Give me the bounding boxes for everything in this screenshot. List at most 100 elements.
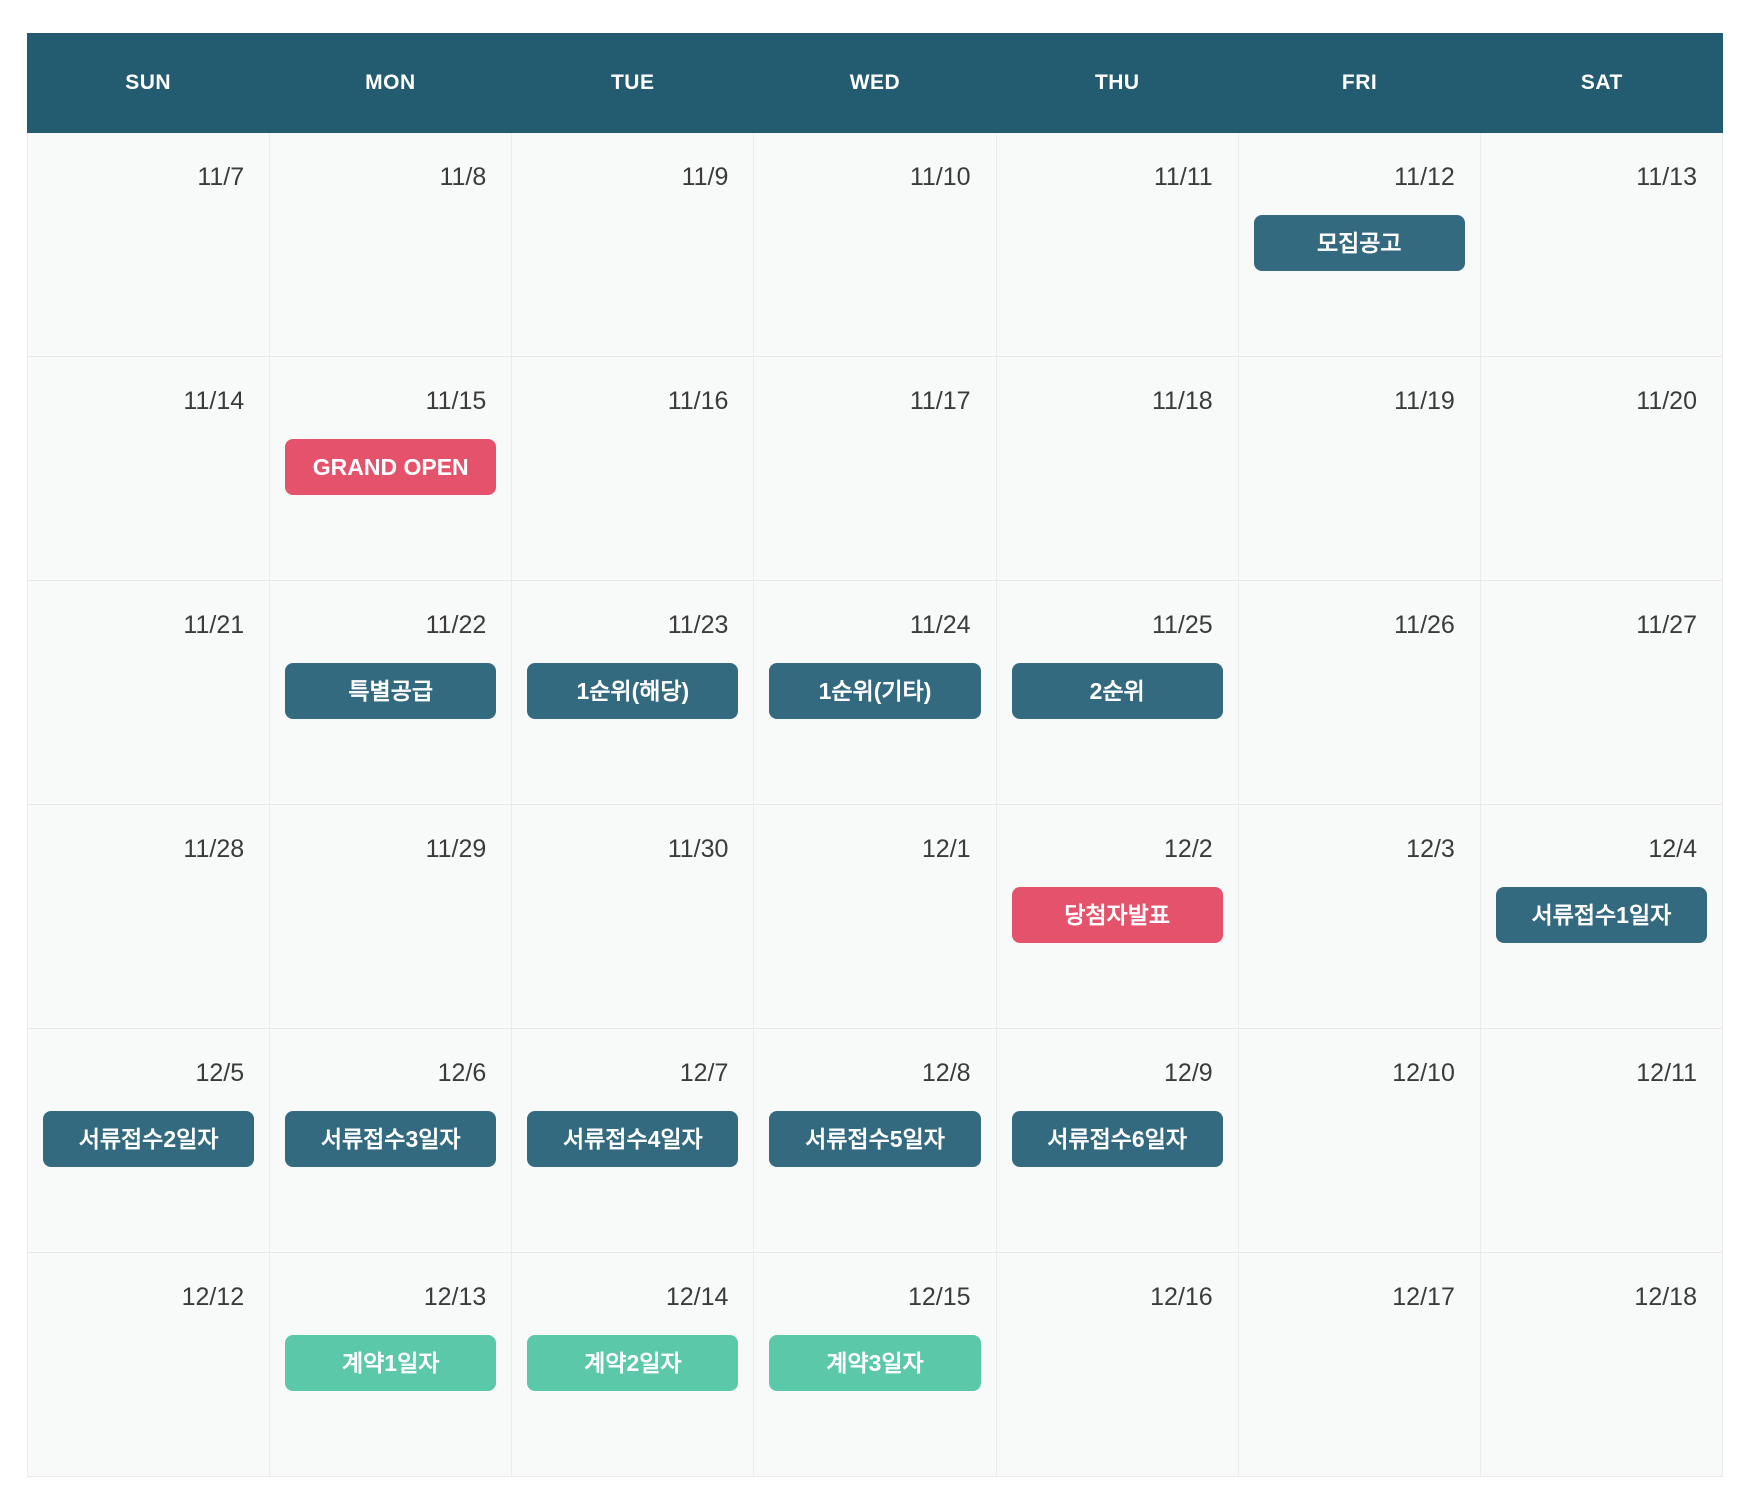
event-badge[interactable]: GRAND OPEN <box>285 439 497 495</box>
cell-date: 12/5 <box>195 1059 245 1087</box>
cell-date: 11/13 <box>1636 163 1697 191</box>
calendar-cell: 11/11 <box>996 133 1239 357</box>
calendar-cell: 12/4 서류접수1일자 <box>1480 805 1723 1029</box>
day-header-sat: SAT <box>1580 71 1623 94</box>
calendar-cell: 12/6 서류접수3일자 <box>270 1029 513 1253</box>
cell-date: 11/18 <box>1151 387 1213 415</box>
calendar-cell: 12/2 당첨자발표 <box>996 805 1239 1029</box>
calendar-cell: 12/13 계약1일자 <box>270 1253 513 1477</box>
event-badge[interactable]: 서류접수1일자 <box>1495 887 1707 943</box>
event-badge[interactable]: 계약2일자 <box>527 1335 739 1391</box>
cell-date: 11/27 <box>1636 611 1697 639</box>
cell-date: 11/8 <box>439 163 487 191</box>
cell-date: 12/3 <box>1406 835 1455 863</box>
calendar-cell: 11/13 <box>1480 133 1723 357</box>
cell-date: 11/12 <box>1394 163 1455 191</box>
calendar-cell: 12/17 <box>1238 1253 1481 1477</box>
event-badge[interactable]: 특별공급 <box>285 663 497 719</box>
cell-date: 11/7 <box>197 163 245 191</box>
cell-date: 11/25 <box>1151 611 1213 639</box>
event-badge[interactable]: 1순위(해당) <box>527 663 739 719</box>
event-badge[interactable]: 계약3일자 <box>769 1335 981 1391</box>
day-header-wed: WED <box>849 71 901 94</box>
cell-date: 12/14 <box>665 1283 729 1311</box>
calendar-cell: 12/1 <box>754 805 997 1029</box>
cell-date: 12/6 <box>437 1059 487 1087</box>
calendar-cell: 12/15 계약3일자 <box>754 1253 997 1477</box>
calendar-cell: 12/14 계약2일자 <box>512 1253 755 1477</box>
cell-date: 11/9 <box>681 163 729 191</box>
calendar-cell: 11/26 <box>1238 581 1481 805</box>
calendar-cell: 11/27 <box>1480 581 1723 805</box>
cell-date: 12/12 <box>181 1283 245 1311</box>
calendar-cell: 11/20 <box>1480 357 1723 581</box>
calendar-cell: 11/18 <box>996 357 1239 581</box>
event-badge[interactable]: 모집공고 <box>1253 215 1465 271</box>
calendar-cell: 11/10 <box>754 133 997 357</box>
calendar-cell: 12/8 서류접수5일자 <box>754 1029 997 1253</box>
calendar-cell: 11/25 2순위 <box>996 581 1239 805</box>
cell-date: 11/30 <box>667 835 729 863</box>
cell-date: 12/18 <box>1634 1283 1697 1311</box>
cell-date: 11/23 <box>667 611 729 639</box>
event-badge[interactable]: 서류접수6일자 <box>1011 1111 1223 1167</box>
cell-date: 11/15 <box>425 387 487 415</box>
event-badge[interactable]: 서류접수3일자 <box>285 1111 497 1167</box>
calendar-cell: 12/9 서류접수6일자 <box>996 1029 1239 1253</box>
cell-date: 11/16 <box>667 387 729 415</box>
calendar-cell: 12/7 서류접수4일자 <box>512 1029 755 1253</box>
cell-date: 12/9 <box>1164 1059 1213 1087</box>
day-header-mon: MON <box>365 71 416 94</box>
day-header-thu: THU <box>1094 71 1140 94</box>
cell-date: 11/20 <box>1636 387 1697 415</box>
event-badge[interactable]: 서류접수4일자 <box>527 1111 739 1167</box>
calendar-cell: 11/24 1순위(기타) <box>754 581 997 805</box>
cell-date: 12/7 <box>679 1059 729 1087</box>
cell-date: 11/22 <box>425 611 487 639</box>
calendar-cell: 11/23 1순위(해당) <box>512 581 755 805</box>
calendar-cell: 11/19 <box>1238 357 1481 581</box>
calendar-cell: 12/11 <box>1480 1029 1723 1253</box>
calendar-cell: 11/15 GRAND OPEN <box>270 357 513 581</box>
calendar-cell: 11/8 <box>270 133 513 357</box>
calendar-cell: 12/18 <box>1480 1253 1723 1477</box>
cell-date: 11/17 <box>909 387 971 415</box>
calendar-cell: 12/3 <box>1238 805 1481 1029</box>
cell-date: 11/29 <box>425 835 487 863</box>
calendar-cell: 11/9 <box>512 133 755 357</box>
schedule-calendar: SUN MON TUE WED THU FRI SAT 11/7 11/8 11/9… <box>27 33 1723 1477</box>
calendar-cell: 11/12 모집공고 <box>1238 133 1481 357</box>
event-badge[interactable]: 2순위 <box>1011 663 1223 719</box>
cell-date: 11/21 <box>183 611 245 639</box>
cell-date: 12/2 <box>1164 835 1213 863</box>
event-badge[interactable]: 서류접수2일자 <box>43 1111 255 1167</box>
event-badge[interactable]: 1순위(기타) <box>769 663 981 719</box>
calendar-cell: 12/12 <box>28 1253 271 1477</box>
event-badge[interactable]: 서류접수5일자 <box>769 1111 981 1167</box>
calendar-cell: 12/10 <box>1238 1029 1481 1253</box>
calendar-cell: 11/17 <box>754 357 997 581</box>
calendar-cell: 12/16 <box>996 1253 1239 1477</box>
cell-date: 11/24 <box>909 611 971 639</box>
cell-date: 12/11 <box>1636 1059 1697 1087</box>
event-badge[interactable]: 계약1일자 <box>285 1335 497 1391</box>
cell-date: 12/13 <box>423 1283 487 1311</box>
event-badge[interactable]: 당첨자발표 <box>1011 887 1223 943</box>
calendar-cell: 12/5 서류접수2일자 <box>28 1029 271 1253</box>
cell-date: 11/11 <box>1153 163 1213 191</box>
cell-date: 12/15 <box>908 1283 971 1311</box>
cell-date: 12/4 <box>1648 835 1697 863</box>
cell-date: 11/10 <box>909 163 971 191</box>
day-header-row: SUN MON TUE WED THU FRI SAT <box>27 33 1723 133</box>
cell-date: 11/19 <box>1394 387 1455 415</box>
day-header-fri: FRI <box>1341 71 1378 94</box>
cell-date: 12/10 <box>1392 1059 1455 1087</box>
calendar-grid: 11/7 11/8 11/9 11/10 11/11 11/12 모집공고 11/13 11/1… <box>27 133 1723 1477</box>
calendar-cell: 11/30 <box>512 805 755 1029</box>
calendar-cell: 11/29 <box>270 805 513 1029</box>
day-header-sun: SUN <box>125 71 172 94</box>
calendar-cell: 11/22 특별공급 <box>270 581 513 805</box>
calendar-cell: 11/7 <box>28 133 271 357</box>
cell-date: 12/8 <box>921 1059 971 1087</box>
cell-date: 12/1 <box>921 835 971 863</box>
